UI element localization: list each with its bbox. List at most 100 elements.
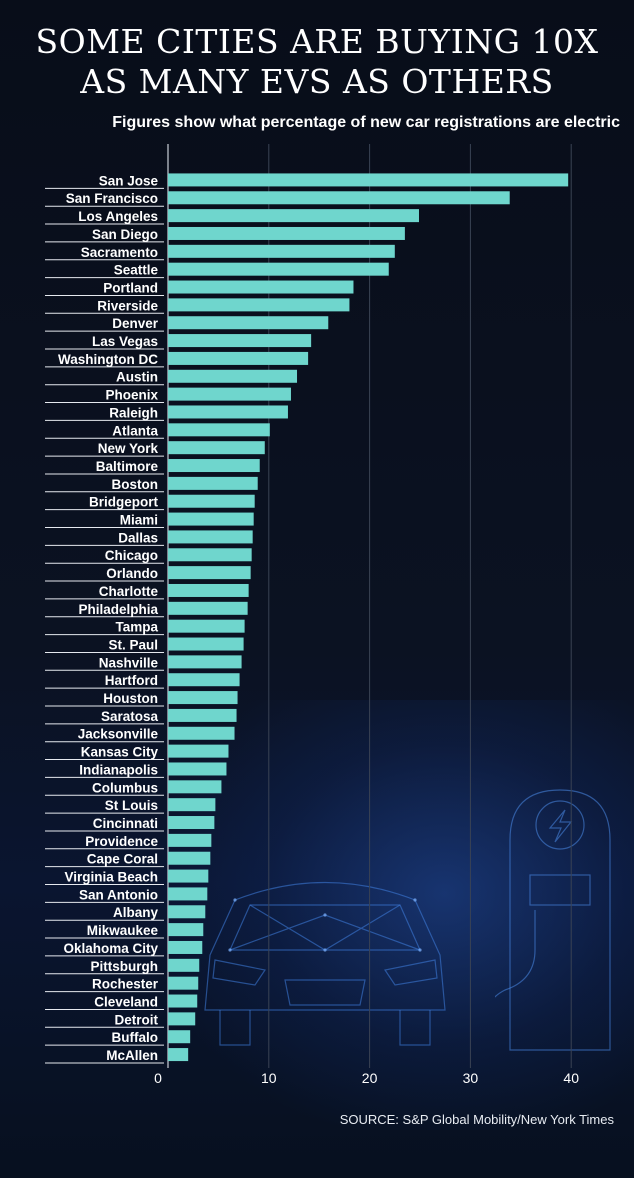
category-label: Jacksonville — [78, 727, 159, 742]
category-label: Las Vegas — [92, 334, 158, 349]
bar — [168, 244, 395, 258]
category-label: San Jose — [99, 173, 159, 188]
category-label: Raleigh — [109, 405, 158, 420]
category-label: Atlanta — [112, 423, 158, 438]
bar — [168, 280, 354, 294]
category-label: Buffalo — [112, 1030, 159, 1045]
category-label: Oklahoma City — [63, 941, 158, 956]
x-tick-label: 40 — [563, 1070, 579, 1086]
category-label: Portland — [103, 280, 158, 295]
bars — [168, 173, 569, 1062]
bar — [168, 351, 309, 365]
bar — [168, 619, 245, 633]
bar — [168, 1048, 189, 1062]
category-label: Phoenix — [105, 388, 158, 403]
bar — [168, 691, 238, 705]
bar — [168, 405, 288, 419]
bar — [168, 851, 211, 865]
bar — [168, 798, 216, 812]
category-label: Chicago — [105, 548, 158, 563]
bar — [168, 334, 312, 348]
category-label: Mikwaukee — [87, 923, 159, 938]
bar — [168, 1012, 196, 1026]
category-label: Philadelphia — [78, 602, 158, 617]
category-label: Nashville — [99, 655, 159, 670]
bar — [168, 976, 199, 990]
x-tick-label: 30 — [463, 1070, 479, 1086]
category-label: Virginia Beach — [64, 870, 158, 885]
bar — [168, 316, 329, 330]
category-label: Hartford — [105, 673, 158, 688]
category-label: Boston — [112, 477, 159, 492]
category-label: Sacramento — [81, 245, 158, 260]
bar — [168, 869, 209, 883]
category-label: San Diego — [92, 227, 158, 242]
bar — [168, 459, 260, 473]
source-note: SOURCE: S&P Global Mobility/New York Tim… — [339, 1112, 614, 1127]
bar — [168, 173, 569, 187]
x-tick-label: 0 — [154, 1070, 162, 1086]
category-label: Denver — [112, 316, 159, 331]
category-label: Detroit — [115, 1012, 159, 1027]
x-tick-label: 10 — [261, 1070, 277, 1086]
x-tick-label: 20 — [362, 1070, 378, 1086]
category-label: Indianapolis — [79, 762, 158, 777]
bar — [168, 673, 240, 687]
bar — [168, 762, 227, 776]
category-label: Cincinnati — [93, 816, 158, 831]
bar — [168, 994, 198, 1008]
bar — [168, 423, 270, 437]
category-labels: San Jose San Francisco Los Angeles San Dieg… — [45, 173, 164, 1064]
bar — [168, 298, 350, 312]
category-label: Bridgeport — [89, 495, 159, 510]
category-label: St. Paul — [108, 637, 158, 652]
bar — [168, 940, 203, 954]
bar — [168, 583, 249, 597]
category-label: Dallas — [118, 530, 158, 545]
title-line-2: AS MANY EVS AS OTHERS — [80, 62, 554, 101]
bar — [168, 494, 255, 508]
category-label: Columbus — [92, 780, 158, 795]
bar — [168, 1030, 191, 1044]
category-label: Cleveland — [94, 994, 158, 1009]
category-label: Houston — [103, 691, 158, 706]
bar — [168, 441, 265, 455]
category-label: Pittsburgh — [91, 959, 159, 974]
category-label: Austin — [116, 370, 158, 385]
bar — [168, 726, 235, 740]
bar — [168, 566, 251, 580]
category-label: San Francisco — [66, 191, 158, 206]
bar — [168, 387, 291, 401]
bar — [168, 833, 212, 847]
category-label: St Louis — [105, 798, 158, 813]
category-label: Rochester — [92, 977, 159, 992]
bar — [168, 601, 248, 615]
category-label: Kansas City — [81, 745, 159, 760]
bar — [168, 744, 229, 758]
bar — [168, 226, 405, 240]
bar — [168, 708, 237, 722]
category-label: Los Angeles — [78, 209, 158, 224]
category-label: Orlando — [106, 566, 158, 581]
category-label: Tampa — [115, 620, 158, 635]
chart-title: SOME CITIES ARE BUYING 10X AS MANY EVS A… — [0, 22, 634, 102]
bar — [168, 262, 389, 276]
category-label: Seattle — [114, 263, 159, 278]
bar — [168, 816, 215, 830]
gridlines — [167, 144, 572, 1068]
category-label: San Antonio — [79, 887, 158, 902]
x-axis-ticks: 0 10 20 30 40 — [154, 1070, 579, 1086]
bar — [168, 512, 254, 526]
bar-chart: San Jose San Francisco Los Angeles San Dieg… — [45, 144, 579, 1086]
category-label: Saratosa — [101, 709, 159, 724]
bar — [168, 476, 258, 490]
chart-subtitle: Figures show what percentage of new car … — [112, 114, 620, 131]
category-label: Miami — [120, 513, 158, 528]
bar — [168, 530, 253, 544]
bar — [168, 905, 206, 919]
category-label: Albany — [113, 905, 159, 920]
category-label: Washington DC — [58, 352, 158, 367]
category-label: McAllen — [106, 1048, 158, 1063]
bar — [168, 637, 244, 651]
bar — [168, 548, 252, 562]
